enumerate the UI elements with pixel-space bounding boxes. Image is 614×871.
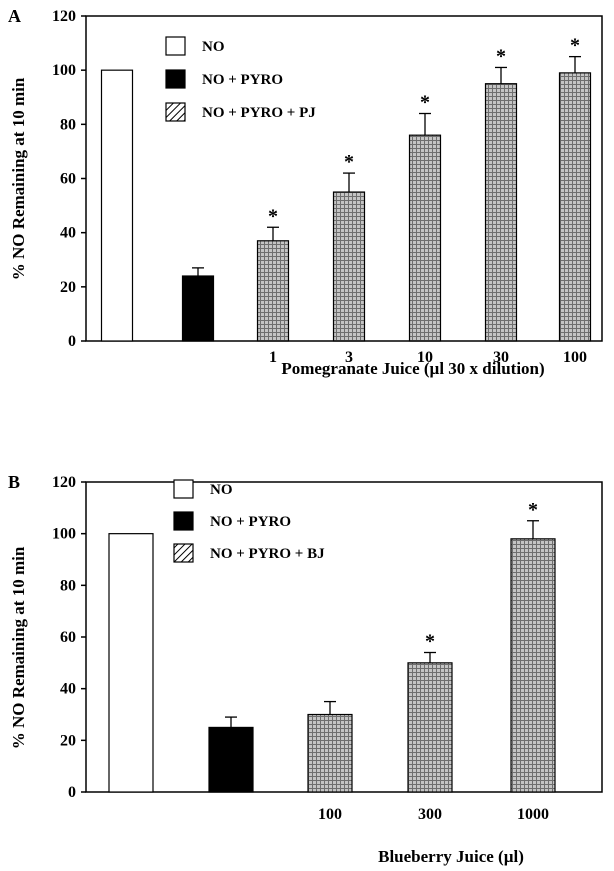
bar-a-0 (100, 69, 134, 342)
y-tick-label-a-1: 20 (60, 279, 76, 296)
x-tick-label-a-5: 30 (493, 349, 509, 366)
y-tick-label-a-0: 0 (68, 333, 76, 350)
y-tick-label-a-3: 60 (60, 171, 76, 188)
panel-a-label: A (8, 6, 21, 26)
x-tick-label-a-4: 10 (417, 349, 433, 366)
panel-b-ylabel: % NO Remaining at 10 min (9, 546, 28, 749)
legend-label-a-0: NO (202, 39, 225, 55)
significance-star-a-2: * (268, 205, 278, 227)
significance-star-b-3: * (425, 631, 435, 653)
legend-swatch-b-0 (173, 479, 194, 499)
bar-a-3 (332, 191, 366, 342)
panel-a-plot: 0 20 40 60 80 100 120 * 1 * 3 * 10 * 30 * 100 NO NO + PYRO… (52, 8, 603, 366)
legend-label-a-1: NO + PYRO (202, 72, 283, 88)
y-tick-label-b-1: 20 (60, 732, 76, 749)
legend-label-b-2: NO + PYRO + BJ (210, 546, 325, 562)
bar-a-5 (484, 83, 518, 342)
y-tick-label-a-6: 120 (52, 8, 76, 25)
significance-star-a-5: * (496, 45, 506, 67)
bar-b-0 (108, 533, 154, 793)
panel-a-ylabel: % NO Remaining at 10 min (9, 77, 28, 280)
bar-b-2 (307, 713, 353, 793)
y-tick-label-b-2: 40 (60, 681, 76, 698)
legend-swatch-a-2 (165, 102, 186, 122)
bar-a-1 (181, 275, 215, 342)
y-tick-label-a-2: 40 (60, 225, 76, 242)
y-tick-label-b-5: 100 (52, 526, 76, 543)
bar-b-3 (407, 662, 453, 793)
legend-label-b-1: NO + PYRO (210, 514, 291, 530)
y-tick-label-b-6: 120 (52, 474, 76, 491)
bar-a-4 (408, 134, 442, 342)
significance-star-b-4: * (528, 499, 538, 521)
panel-b-xlabel: Blueberry Juice (µl) (378, 847, 524, 866)
significance-star-a-4: * (420, 92, 430, 114)
x-tick-label-a-6: 100 (563, 349, 587, 366)
bar-b-1 (208, 726, 254, 793)
legend-swatch-a-0 (165, 36, 186, 56)
y-tick-label-b-4: 80 (60, 577, 76, 594)
x-tick-label-b-3: 300 (418, 806, 442, 823)
panel-b: B 0 20 40 60 80 100 120 100 * 300 * 1000 NO NO + PYRO… (8, 472, 603, 866)
bar-a-6 (558, 72, 592, 342)
bar-a-2 (256, 240, 290, 342)
legend-swatch-b-2 (173, 543, 194, 563)
y-tick-label-a-4: 80 (60, 116, 76, 133)
legend-label-a-2: NO + PYRO + PJ (202, 105, 316, 121)
bar-b-4 (510, 538, 556, 793)
y-tick-label-b-0: 0 (68, 784, 76, 801)
y-tick-label-a-5: 100 (52, 62, 76, 79)
x-tick-label-b-4: 1000 (517, 806, 549, 823)
legend-swatch-a-1 (165, 69, 186, 89)
legend-label-b-0: NO (210, 482, 233, 498)
panel-b-plot: 0 20 40 60 80 100 120 100 * 300 * 1000 NO NO + PYRO NO… (52, 474, 603, 823)
x-tick-label-a-2: 1 (269, 349, 277, 366)
significance-star-a-3: * (344, 151, 354, 173)
y-tick-label-b-3: 60 (60, 629, 76, 646)
panel-a-xlabel: Pomegranate Juice (µl 30 x dilution) (281, 359, 544, 378)
x-tick-label-a-3: 3 (345, 349, 353, 366)
significance-star-a-6: * (570, 35, 580, 57)
panel-b-label: B (8, 472, 20, 492)
x-tick-label-b-2: 100 (318, 806, 342, 823)
panel-a: A 0 20 40 60 80 100 120 * 1 * 3 * 10 * 30 * 100 NO NO + PY… (8, 6, 603, 378)
legend-swatch-b-1 (173, 511, 194, 531)
